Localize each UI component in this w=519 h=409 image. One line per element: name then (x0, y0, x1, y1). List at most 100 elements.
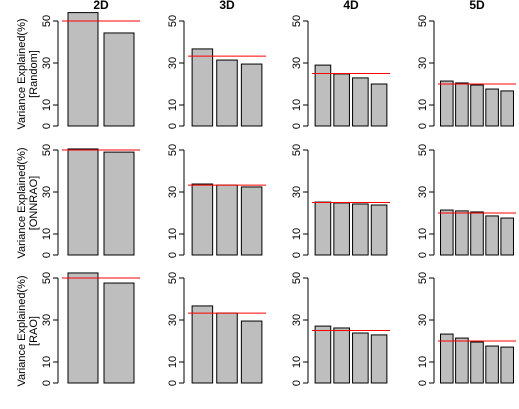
y-axis-label: Variance Explained(%) (16, 147, 28, 258)
bar (333, 327, 350, 384)
y-tick-label: 10 (41, 99, 53, 111)
bar (370, 334, 388, 384)
row-label: [ONNRAO] (28, 176, 40, 230)
y-tick-label: 10 (417, 99, 429, 111)
y-tick-label: 0 (167, 123, 179, 129)
y-tick-label: 10 (291, 228, 303, 240)
y-tick-label: 30 (417, 314, 429, 326)
y-tick-label: 30 (291, 314, 303, 326)
bar (370, 83, 388, 127)
bar (333, 202, 350, 256)
bar (216, 312, 238, 384)
y-tick-label: 50 (291, 144, 303, 156)
y-tick-label: 0 (41, 380, 53, 386)
column-header: 2D (93, 0, 109, 12)
y-tick-label: 30 (417, 186, 429, 198)
bar (500, 90, 514, 127)
bar (440, 80, 454, 127)
y-tick-label: 50 (41, 144, 53, 156)
y-tick-label: 50 (417, 144, 429, 156)
y-tick-label: 50 (167, 144, 179, 156)
bar (216, 59, 238, 127)
y-tick-label: 30 (291, 57, 303, 69)
y-tick-label: 10 (41, 228, 53, 240)
y-tick-label: 10 (167, 356, 179, 368)
column-header: 5D (469, 0, 485, 12)
bar (500, 217, 514, 256)
bar (440, 209, 454, 256)
bar (440, 333, 454, 384)
y-tick-label: 0 (167, 380, 179, 386)
y-tick-label: 0 (41, 123, 53, 129)
bar (191, 183, 214, 256)
y-tick-label: 50 (41, 272, 53, 284)
y-tick-label: 50 (417, 272, 429, 284)
bar (216, 184, 238, 256)
row-label: [RAO] (28, 316, 40, 346)
bar (67, 12, 99, 127)
y-tick-label: 10 (291, 356, 303, 368)
y-tick-label: 30 (167, 57, 179, 69)
y-axis-label: Variance Explained(%) (16, 18, 28, 129)
y-tick-label: 30 (41, 57, 53, 69)
column-header: 3D (219, 0, 235, 12)
y-tick-label: 30 (167, 314, 179, 326)
bar (485, 345, 499, 384)
y-tick-label: 30 (291, 186, 303, 198)
bar (191, 48, 214, 127)
bar (103, 32, 135, 127)
bar (352, 203, 369, 256)
bar (67, 148, 99, 256)
y-tick-label: 10 (167, 228, 179, 240)
bar (333, 73, 350, 127)
bar (314, 201, 332, 256)
y-tick-label: 10 (291, 99, 303, 111)
bar (352, 332, 369, 384)
bar (240, 320, 263, 384)
y-tick-label: 10 (417, 228, 429, 240)
y-tick-label: 0 (417, 252, 429, 258)
column-header: 4D (343, 0, 359, 12)
y-tick-label: 30 (417, 57, 429, 69)
bar (240, 186, 263, 256)
bar (370, 204, 388, 256)
y-tick-label: 50 (167, 15, 179, 27)
y-tick-label: 0 (167, 252, 179, 258)
y-axis-label: Variance Explained(%) (16, 275, 28, 386)
y-tick-label: 0 (291, 380, 303, 386)
y-tick-label: 50 (291, 15, 303, 27)
y-tick-label: 0 (291, 123, 303, 129)
bar (500, 346, 514, 384)
bar (103, 151, 135, 256)
y-tick-label: 0 (291, 252, 303, 258)
bar (103, 282, 135, 384)
y-tick-label: 50 (167, 272, 179, 284)
bar (314, 325, 332, 384)
bar (485, 215, 499, 256)
bar (240, 63, 263, 127)
y-tick-label: 30 (167, 186, 179, 198)
y-tick-label: 0 (417, 380, 429, 386)
y-tick-label: 30 (41, 186, 53, 198)
y-tick-label: 10 (417, 356, 429, 368)
bar (470, 211, 484, 256)
bar (191, 305, 214, 384)
bar (485, 88, 499, 127)
bar (314, 64, 332, 127)
bar (455, 210, 469, 256)
y-tick-label: 50 (417, 15, 429, 27)
bar (455, 82, 469, 127)
bar (455, 337, 469, 384)
row-label: [Random] (28, 50, 40, 98)
y-tick-label: 0 (417, 123, 429, 129)
bar (67, 272, 99, 384)
bar (470, 341, 484, 384)
bar (470, 84, 484, 127)
y-tick-label: 30 (41, 314, 53, 326)
y-tick-label: 50 (291, 272, 303, 284)
y-tick-label: 10 (167, 99, 179, 111)
y-tick-label: 10 (41, 356, 53, 368)
y-tick-label: 50 (41, 15, 53, 27)
y-tick-label: 0 (41, 252, 53, 258)
